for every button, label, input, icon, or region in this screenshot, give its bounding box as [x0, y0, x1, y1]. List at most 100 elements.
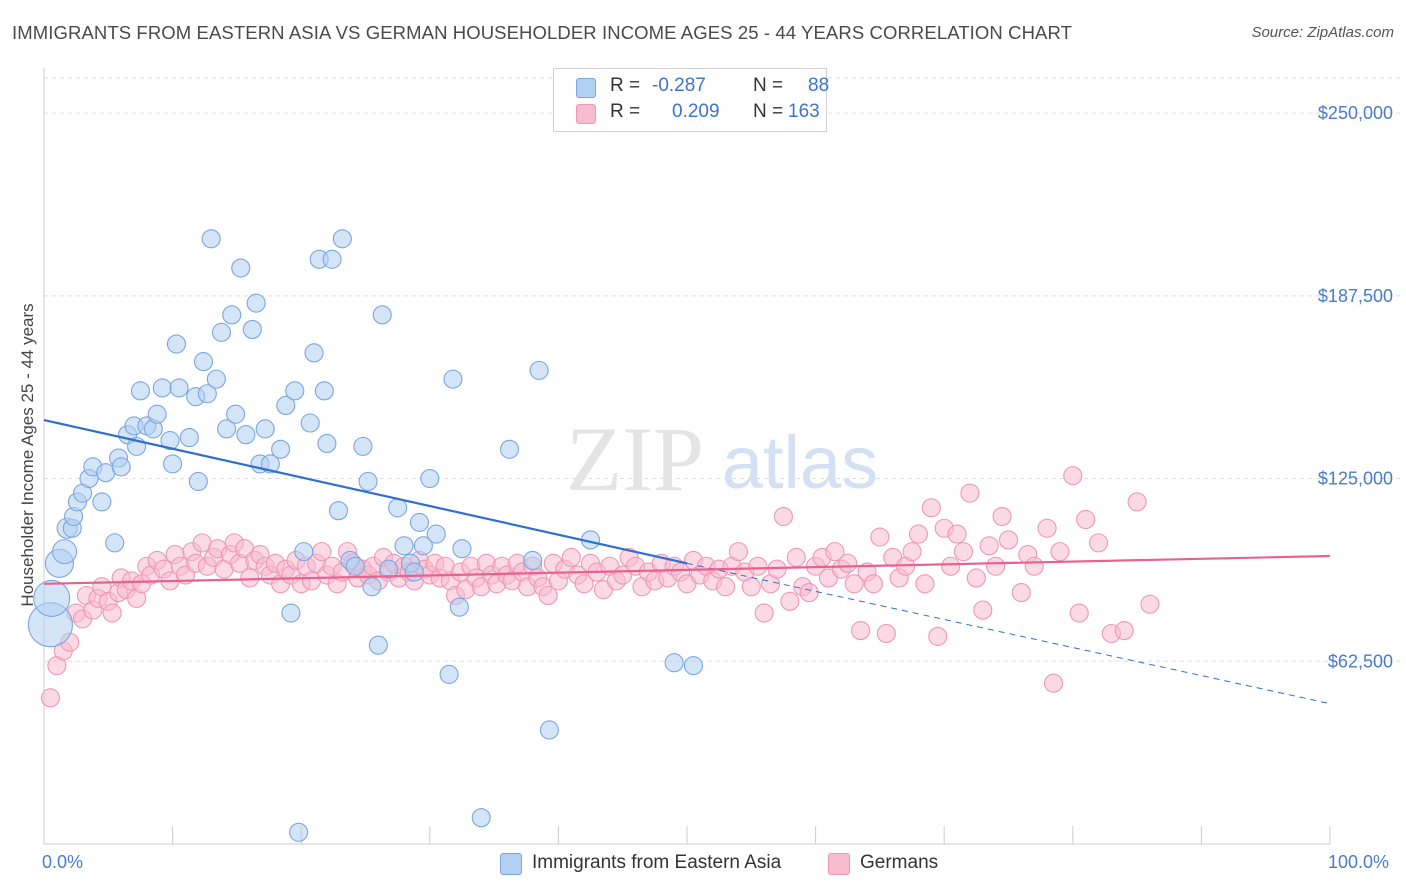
eastern-asia-point — [413, 536, 433, 556]
eastern-asia-point — [300, 413, 320, 433]
r-value: -0.287 — [652, 75, 706, 96]
eastern-asia-point — [281, 603, 301, 623]
eastern-asia-point — [404, 562, 424, 582]
eastern-asia-point — [683, 656, 703, 676]
eastern-asia-point — [304, 343, 324, 363]
y-tick-label: $125,000 — [1318, 469, 1393, 489]
eastern-asia-point — [217, 419, 237, 439]
german-point — [825, 542, 845, 562]
german-point — [921, 498, 941, 518]
german-point — [973, 600, 993, 620]
eastern-asia-point — [276, 395, 296, 416]
german-point — [538, 585, 558, 606]
german-point — [1114, 621, 1134, 641]
eastern-asia-point — [188, 471, 208, 492]
eastern-asia-point — [388, 498, 408, 518]
german-point — [844, 574, 864, 594]
eastern-asia-point — [353, 436, 373, 456]
r-label: R = — [610, 101, 641, 122]
r-value: 0.209 — [672, 101, 720, 122]
eastern-asia-point — [226, 404, 246, 424]
correlation-legend: R = -0.287 N = 88 R = 0.209 N = 163 — [553, 68, 830, 132]
eastern-asia-point — [201, 229, 221, 249]
y-tick-label: $62,500 — [1328, 651, 1393, 671]
eastern-asia-point — [394, 536, 414, 556]
eastern-asia-point — [231, 258, 251, 278]
chart-title: IMMIGRANTS FROM EASTERN ASIA VS GERMAN H… — [12, 22, 1072, 43]
eastern-asia-point — [246, 293, 266, 313]
eastern-asia-point — [449, 597, 469, 617]
german-point — [1050, 542, 1070, 562]
eastern-asia-point — [197, 384, 217, 404]
eastern-asia-point — [372, 305, 392, 325]
eastern-asia-point — [179, 428, 199, 448]
german-point — [574, 574, 594, 594]
german-point — [40, 688, 60, 708]
german-point — [748, 556, 768, 576]
german-point — [1088, 533, 1109, 553]
eastern-asia-point — [443, 369, 463, 389]
eastern-asia-point — [211, 322, 232, 342]
eastern-asia-point — [420, 468, 440, 489]
eastern-asia-point — [166, 334, 187, 354]
eastern-asia-point — [322, 249, 342, 269]
eastern-asia-point — [379, 559, 399, 579]
legend-swatch-eastern-asia — [576, 78, 596, 98]
eastern-asia-point — [130, 381, 150, 401]
german-point — [1076, 509, 1096, 530]
german-point — [1127, 492, 1147, 512]
y-tick-labels: $62,500 $125,000 $187,500 $250,000 — [1318, 103, 1393, 671]
eastern-asia-point — [294, 542, 314, 562]
x-tick-max: 100.0% — [1328, 852, 1390, 872]
eastern-asia-point — [285, 381, 305, 401]
german-point — [838, 553, 858, 573]
eastern-asia-point — [539, 720, 559, 740]
german-point — [1011, 583, 1031, 603]
eastern-asia-point — [529, 360, 549, 380]
germans-points — [40, 466, 1160, 708]
eastern-asia-point — [105, 533, 125, 553]
german-point — [1069, 603, 1089, 623]
eastern-asia-point — [169, 378, 189, 398]
eastern-asia-trend-line — [43, 418, 688, 565]
eastern-asia-points — [27, 229, 703, 842]
german-point — [928, 626, 948, 646]
n-value: 163 — [788, 101, 820, 122]
eastern-asia-point — [271, 439, 291, 459]
german-point — [986, 556, 1006, 576]
n-label: N = — [753, 75, 784, 96]
watermark-zip: ZIP — [566, 408, 704, 510]
eastern-asia-point — [163, 454, 183, 474]
eastern-asia-point — [236, 425, 256, 445]
eastern-asia-point — [147, 404, 167, 424]
eastern-asia-point — [345, 556, 365, 576]
source-credit: Source: ZipAtlas.com — [1251, 24, 1394, 41]
german-point — [1043, 673, 1064, 693]
legend-label: Immigrants from Eastern Asia — [532, 852, 782, 873]
eastern-asia-point — [439, 664, 459, 684]
n-value: 88 — [808, 75, 830, 96]
eastern-asia-point — [499, 439, 520, 459]
german-point — [947, 524, 967, 544]
germans-trend-line — [43, 554, 1331, 585]
eastern-asia-point — [111, 457, 131, 477]
eastern-asia-point — [92, 492, 112, 512]
eastern-asia-point — [289, 822, 309, 842]
r-label: R = — [610, 75, 641, 96]
german-point — [915, 574, 935, 594]
n-label: N = — [753, 101, 784, 122]
german-point — [998, 530, 1019, 550]
eastern-asia-point — [193, 352, 214, 372]
german-point — [780, 591, 800, 611]
german-point — [754, 603, 774, 623]
legend-label: Germans — [860, 852, 939, 873]
eastern-asia-point — [358, 471, 378, 492]
german-point — [908, 524, 929, 544]
german-point — [941, 556, 961, 576]
eastern-asia-point — [152, 378, 172, 398]
german-point — [240, 568, 260, 588]
eastern-asia-point — [206, 369, 226, 389]
eastern-asia-point — [362, 577, 382, 597]
legend-swatch-eastern-asia — [500, 853, 522, 875]
